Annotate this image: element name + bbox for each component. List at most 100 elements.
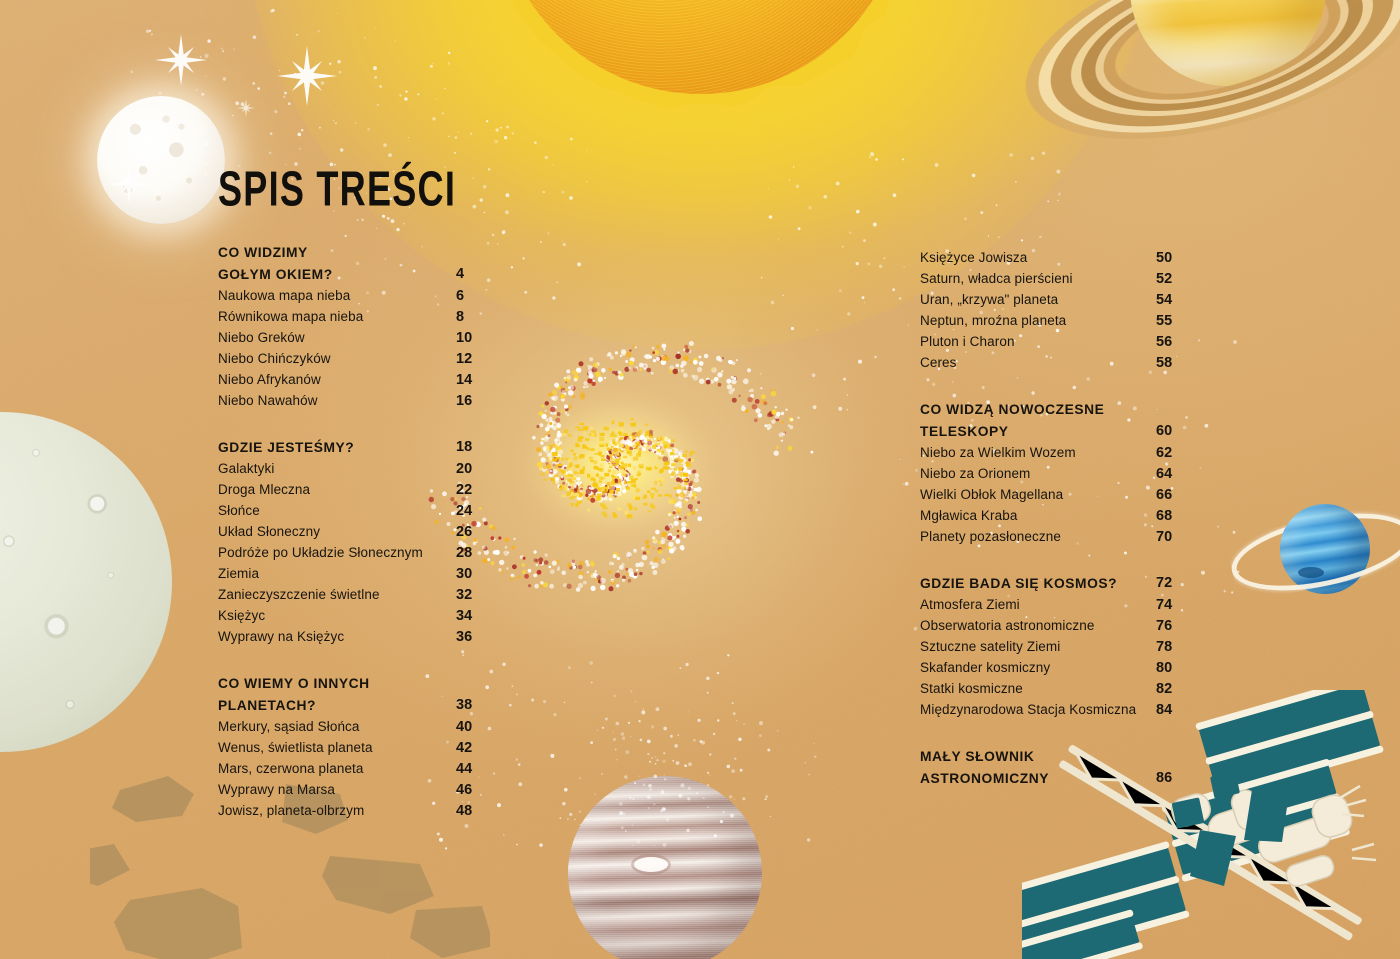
toc-entry-label: Planety pozasłoneczne <box>920 527 1061 547</box>
toc-entry[interactable]: Słońce 24 <box>218 501 482 521</box>
toc-entry[interactable]: Niebo Nawahów 16 <box>218 391 482 411</box>
toc-section-heading-label: CO WIDZIMY <box>218 242 308 263</box>
toc-entry[interactable]: Statki kosmiczne 82 <box>920 679 1178 699</box>
toc-entry-label: Skafander kosmiczny <box>920 658 1050 678</box>
toc-section-heading-label: PLANETACH? <box>218 695 316 716</box>
toc-entry-page: 20 <box>456 459 472 479</box>
toc-entry-label: Niebo za Wielkim Wozem <box>920 443 1076 463</box>
toc-entry[interactable]: Księżyce Jowisza 50 <box>920 248 1178 268</box>
toc-section-heading-label: CO WIEMY O INNYCH <box>218 673 370 694</box>
toc-entry-page: 30 <box>456 564 472 584</box>
toc-entry-page: 42 <box>456 738 472 758</box>
toc-entry[interactable]: Pluton i Charon 56 <box>920 332 1178 352</box>
toc-right-column: Księżyce Jowisza 50 Saturn, władca pierści… <box>920 248 1178 790</box>
toc-section: CO WIDZIMY GOŁYM OKIEM? 4 Naukowa mapa nieb… <box>218 242 482 411</box>
toc-entry[interactable]: Wyprawy na Księżyc 36 <box>218 627 482 647</box>
toc-entry[interactable]: Planety pozasłoneczne 70 <box>920 527 1178 547</box>
toc-entry-label: Mgławica Kraba <box>920 506 1017 526</box>
toc-entry-page: 26 <box>456 522 472 542</box>
toc-entry-page: 62 <box>1156 443 1172 463</box>
toc-entry[interactable]: Międzynarodowa Stacja Kosmiczna 84 <box>920 700 1178 720</box>
toc-section-heading[interactable]: CO WIDZĄ NOWOCZESNE <box>920 399 1178 420</box>
toc-entry-label: Merkury, sąsiad Słońca <box>218 717 360 737</box>
toc-entry[interactable]: Księżyc 34 <box>218 606 482 626</box>
toc-section: MAŁY SŁOWNIK ASTRONOMICZNY 86 <box>920 746 1178 789</box>
toc-entry-label: Uran, „krzywa" planeta <box>920 290 1058 310</box>
toc-section-heading[interactable]: ASTRONOMICZNY 86 <box>920 768 1178 789</box>
toc-entry-page: 76 <box>1156 616 1172 636</box>
toc-entry-label: Niebo za Orionem <box>920 464 1030 484</box>
toc-entry-label: Wyprawy na Marsa <box>218 780 335 800</box>
toc-entry[interactable]: Uran, „krzywa" planeta 54 <box>920 290 1178 310</box>
toc-entry-page: 84 <box>1156 700 1172 720</box>
toc-section-heading[interactable]: TELESKOPY 60 <box>920 421 1178 442</box>
toc-section: CO WIDZĄ NOWOCZESNE TELESKOPY 60 Niebo za W… <box>920 399 1178 547</box>
toc-entry[interactable]: Ceres 58 <box>920 353 1178 373</box>
toc-entry[interactable]: Galaktyki 20 <box>218 459 482 479</box>
cratered-moon-illustration <box>0 412 172 752</box>
toc-entry-label: Zanieczyszczenie świetlne <box>218 585 380 605</box>
toc-entry[interactable]: Niebo Greków 10 <box>218 328 482 348</box>
toc-entry[interactable]: Atmosfera Ziemi 74 <box>920 595 1178 615</box>
toc-section-heading[interactable]: PLANETACH? 38 <box>218 695 482 716</box>
toc-section-heading-label: MAŁY SŁOWNIK <box>920 746 1034 767</box>
toc-entry-page: 36 <box>456 627 472 647</box>
toc-entry-label: Sztuczne satelity Ziemi <box>920 637 1060 657</box>
page-title: SPIS TREŚCI <box>218 162 456 218</box>
toc-entry-label: Wyprawy na Księżyc <box>218 627 344 647</box>
toc-entry[interactable]: Saturn, władca pierścieni 52 <box>920 269 1178 289</box>
toc-entry[interactable]: Równikowa mapa nieba 8 <box>218 307 482 327</box>
toc-section-heading-label: GDZIE JESTEŚMY? <box>218 437 354 458</box>
toc-entry-page: 48 <box>456 801 472 821</box>
toc-entry[interactable]: Zanieczyszczenie świetlne 32 <box>218 585 482 605</box>
toc-entry[interactable]: Mars, czerwona planeta 44 <box>218 759 482 779</box>
toc-entry[interactable]: Merkury, sąsiad Słońca 40 <box>218 717 482 737</box>
toc-section-heading[interactable]: MAŁY SŁOWNIK <box>920 746 1178 767</box>
jupiter-illustration <box>568 776 762 959</box>
toc-entry-page: 52 <box>1156 269 1172 289</box>
toc-entry[interactable]: Skafander kosmiczny 80 <box>920 658 1178 678</box>
toc-section-heading[interactable]: GDZIE JESTEŚMY? 18 <box>218 437 482 458</box>
toc-entry-page: 80 <box>1156 658 1172 678</box>
toc-entry-label: Niebo Nawahów <box>218 391 318 411</box>
toc-entry[interactable]: Podróże po Układzie Słonecznym 28 <box>218 543 482 563</box>
toc-section-heading[interactable]: CO WIDZIMY <box>218 242 482 263</box>
toc-entry[interactable]: Mgławica Kraba 68 <box>920 506 1178 526</box>
toc-entry[interactable]: Sztuczne satelity Ziemi 78 <box>920 637 1178 657</box>
toc-section-heading-label: GDZIE BADA SIĘ KOSMOS? <box>920 573 1117 594</box>
toc-entry[interactable]: Ziemia 30 <box>218 564 482 584</box>
toc-entry[interactable]: Niebo Afrykanów 14 <box>218 370 482 390</box>
toc-section-heading-label: TELESKOPY <box>920 421 1009 442</box>
toc-entry[interactable]: Neptun, mroźna planeta 55 <box>920 311 1178 331</box>
toc-section-heading-page: 60 <box>1156 421 1172 442</box>
toc-section-heading[interactable]: GDZIE BADA SIĘ KOSMOS? 72 <box>920 573 1178 594</box>
toc-entry-label: Niebo Afrykanów <box>218 370 321 390</box>
toc-entry[interactable]: Jowisz, planeta-olbrzym 48 <box>218 801 482 821</box>
toc-entry[interactable]: Obserwatoria astronomiczne 76 <box>920 616 1178 636</box>
toc-section: Księżyce Jowisza 50 Saturn, władca pierści… <box>920 248 1178 373</box>
toc-entry[interactable]: Niebo za Orionem 64 <box>920 464 1178 484</box>
toc-page: SPIS TREŚCI CO WIDZIMY GOŁYM OKIEM? 4 Nauko… <box>0 0 1400 959</box>
toc-section-heading[interactable]: CO WIEMY O INNYCH <box>218 673 482 694</box>
toc-entry[interactable]: Droga Mleczna 22 <box>218 480 482 500</box>
toc-section-heading-page: 18 <box>456 437 472 458</box>
toc-entry-label: Niebo Greków <box>218 328 305 348</box>
toc-entry-label: Jowisz, planeta-olbrzym <box>218 801 364 821</box>
toc-entry-label: Równikowa mapa nieba <box>218 307 363 327</box>
toc-entry-label: Statki kosmiczne <box>920 679 1023 699</box>
toc-entry-page: 66 <box>1156 485 1172 505</box>
toc-entry-page: 40 <box>456 717 472 737</box>
toc-entry[interactable]: Wyprawy na Marsa 46 <box>218 780 482 800</box>
toc-entry[interactable]: Niebo za Wielkim Wozem 62 <box>920 443 1178 463</box>
toc-section-heading-label: CO WIDZĄ NOWOCZESNE <box>920 399 1104 420</box>
toc-entry[interactable]: Niebo Chińczyków 12 <box>218 349 482 369</box>
toc-section: CO WIEMY O INNYCH PLANETACH? 38 Merkury, są… <box>218 673 482 821</box>
toc-entry[interactable]: Układ Słoneczny 26 <box>218 522 482 542</box>
toc-section-heading-label: ASTRONOMICZNY <box>920 768 1049 789</box>
toc-left-column: CO WIDZIMY GOŁYM OKIEM? 4 Naukowa mapa nieb… <box>218 242 482 822</box>
toc-entry[interactable]: Wielki Obłok Magellana 66 <box>920 485 1178 505</box>
toc-entry[interactable]: Naukowa mapa nieba 6 <box>218 286 482 306</box>
toc-entry-label: Obserwatoria astronomiczne <box>920 616 1094 636</box>
toc-section-heading[interactable]: GOŁYM OKIEM? 4 <box>218 264 482 285</box>
toc-entry[interactable]: Wenus, świetlista planeta 42 <box>218 738 482 758</box>
